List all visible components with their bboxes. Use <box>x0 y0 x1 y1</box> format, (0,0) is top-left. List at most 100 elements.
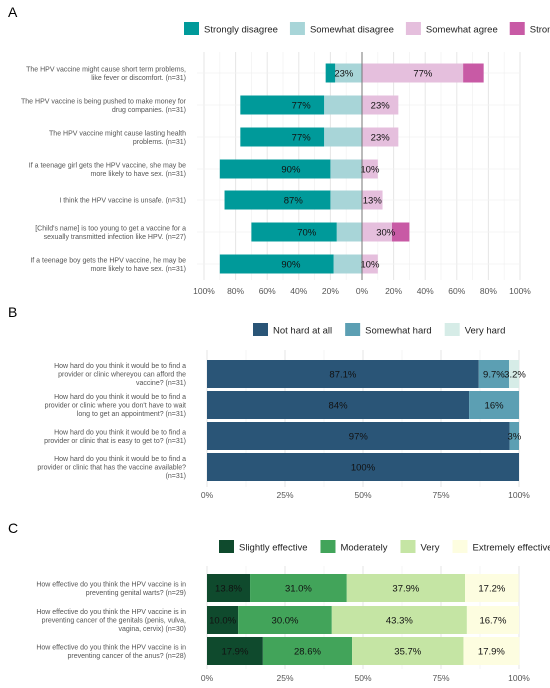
panel-b-bar-seg-0 <box>207 391 470 419</box>
panel-a-legend-swatch-0 <box>184 22 199 35</box>
panel-a-x-tick: 80% <box>227 286 244 296</box>
panel-a-bar-strongly-disagree <box>251 222 337 242</box>
panel-a-bar-label-agree: 13% <box>363 196 383 207</box>
panel-c-bar-label: 17.9% <box>478 647 505 658</box>
panel-b-legend-label-0: Not hard at all <box>273 326 332 337</box>
panel-a-bar-strongly-agree <box>392 222 410 242</box>
panel-c-category-label: How effective do you think the HPV vacci… <box>36 644 186 660</box>
panel-b-category-label: How hard do you think it would be to fin… <box>45 394 187 418</box>
panel-c: C Slightly effective Moderately Very Extreme… <box>8 520 550 683</box>
panel-a-category-label: The HPV vaccine is being pushed to make … <box>21 98 187 114</box>
panel-c-category-label-line: vagina, cervix) (n=30) <box>118 626 186 633</box>
panel-b-bar-label: 97% <box>349 432 369 443</box>
panel-c-bar-label: 10.0% <box>209 616 236 627</box>
panel-a-legend-label-2: Somewhat agree <box>426 25 498 36</box>
panel-b-category-label: How hard do you think it would be to fin… <box>54 363 186 387</box>
panel-b-legend-label-2: Very hard <box>465 326 506 337</box>
panel-a-x-tick: 100% <box>509 286 531 296</box>
panel-a-bar-label-agree: 77% <box>413 69 433 80</box>
panel-c-legend-swatch-1 <box>320 540 336 553</box>
panel-b-x-tick: 0% <box>201 490 214 500</box>
panel-a-category-label-line: problems. (n=31) <box>133 139 186 146</box>
panel-b-legend-swatch-1 <box>345 323 361 336</box>
panel-a-bar-somewhat-agree <box>362 63 464 83</box>
panel-a-x-tick: 60% <box>259 286 276 296</box>
panel-c-category-label-line: preventing cancer of the anus? (n=28) <box>68 653 187 660</box>
panel-a-category-label: If a teenage boy gets the HPV vaccine, h… <box>30 257 186 273</box>
panel-a-bar-strongly-disagree <box>219 159 331 179</box>
panel-c-bar-label: 17.2% <box>478 584 505 595</box>
panel-c-bar-seg-2 <box>331 606 467 634</box>
panel-c-bar-label: 17.9% <box>221 647 248 658</box>
panel-b-bar-label: 87.1% <box>329 370 356 381</box>
panel-a-bar-somewhat-disagree <box>335 63 362 83</box>
panel-a-category-label-line: If a teenage girl gets the HPV vaccine, … <box>29 162 186 169</box>
panel-a-bar-somewhat-agree <box>362 95 399 115</box>
panel-c-legend-label-2: Very <box>420 543 439 554</box>
panel-a-legend-label-0: Strongly disagree <box>204 25 278 36</box>
panel-a-category-label-line: drug companies. (n=31) <box>112 107 186 114</box>
panel-b-bar-label: 16% <box>485 401 505 412</box>
panel-c-x-tick: 50% <box>354 673 371 683</box>
panel-a-bar-somewhat-disagree <box>336 222 362 242</box>
panel-c-category-label-line: How effective do you think the HPV vacci… <box>36 609 186 616</box>
panel-a-legend-label-3: Strongly agree <box>530 25 550 36</box>
panel-a-bar-strongly-agree <box>463 63 484 83</box>
panel-c-legend-label-3: Extremely effective <box>473 543 550 554</box>
panel-a-bar-label-agree: 23% <box>371 133 391 144</box>
panel-a-bar-strongly-disagree <box>224 190 331 210</box>
panel-b-category-label-line: provider or clinic that has the vaccine … <box>37 465 186 472</box>
panel-b-x-tick: 100% <box>508 490 530 500</box>
panel-b-category-label-line: vaccine? (n=31) <box>136 380 186 387</box>
panel-a-bar-somewhat-disagree <box>330 159 362 179</box>
panel-a-category-label-line: more likely to have sex. (n=31) <box>90 171 186 178</box>
panel-b-bar-seg-0 <box>207 360 479 388</box>
panel-a-bar-label-agree: 10% <box>360 260 380 271</box>
panel-b-category-label-line: How hard do you think it would be to fin… <box>54 429 186 436</box>
panel-b-x-tick: 25% <box>276 490 293 500</box>
panel-a-x-tick: 80% <box>480 286 497 296</box>
panel-b-category-label-line: How hard do you think it would be to fin… <box>54 363 186 370</box>
panel-c-bar-seg-3 <box>466 606 519 634</box>
panel-b-category-label: How hard do you think it would be to fin… <box>44 429 186 445</box>
panel-a-bar-label-disagree: 23% <box>334 69 354 80</box>
panel-c-bar-seg-0 <box>207 574 251 602</box>
panel-b-bar-seg-1 <box>469 391 519 419</box>
panel-a-x-tick: 60% <box>448 286 465 296</box>
panel-b-legend-swatch-0 <box>253 323 268 336</box>
panel-c-bar-label: 13.8% <box>215 584 242 595</box>
panel-c-legend-swatch-0 <box>219 540 234 553</box>
panel-c-bar-label: 28.6% <box>294 647 321 658</box>
panel-a-category-label-line: [Child's name] is too young to get a vac… <box>35 225 186 232</box>
panel-b-bar-seg-0 <box>207 422 510 450</box>
panel-b-category-label-line: How hard do you think it would be to fin… <box>54 394 186 401</box>
panel-a-category-label: I think the HPV vaccine is unsafe. (n=31… <box>59 198 186 205</box>
panel-c-category-label-line: preventing genital warts? (n=29) <box>86 590 186 597</box>
panel-b-bar-label: 100% <box>351 463 376 474</box>
panel-a-category-label-line: like fever or discomfort. (n=31) <box>91 75 186 82</box>
panel-a-x-tick: 40% <box>290 286 307 296</box>
panel-b-bar-label: 84% <box>329 401 349 412</box>
panel-c-bar-seg-0 <box>207 606 239 634</box>
panel-c-bar-seg-3 <box>465 574 519 602</box>
panel-a-category-label-line: sexually transmitted infection like HPV.… <box>44 234 186 241</box>
panel-c-bar-label: 43.3% <box>386 616 413 627</box>
panel-c-bar-seg-1 <box>250 574 347 602</box>
panel-a-bar-somewhat-disagree <box>324 95 362 115</box>
panel-a-bar-label-agree: 30% <box>376 228 396 239</box>
panel-c-bar-label: 37.9% <box>392 584 419 595</box>
panel-a-letter: A <box>8 4 18 20</box>
panel-c-bar-label: 31.0% <box>285 584 312 595</box>
panel-a-bar-label-agree: 10% <box>360 165 380 176</box>
panel-c-x-tick: 75% <box>432 673 449 683</box>
panel-a-bar-strongly-disagree <box>240 127 325 147</box>
panel-a-category-label-line: The HPV vaccine might cause short term p… <box>26 66 186 73</box>
panel-a-bar-strongly-disagree <box>325 63 336 83</box>
panel-b-bar-seg-0 <box>207 453 519 481</box>
panel-a-category-label-line: The HPV vaccine is being pushed to make … <box>21 98 187 105</box>
panel-c-category-label-line: preventing cancer of the genitals (penis… <box>42 618 186 625</box>
panel-a-bar-label-disagree: 70% <box>297 228 317 239</box>
panel-b-legend-swatch-2 <box>444 323 460 336</box>
panel-b-category-label-line: provider or clinic that is easy to get t… <box>44 438 186 445</box>
